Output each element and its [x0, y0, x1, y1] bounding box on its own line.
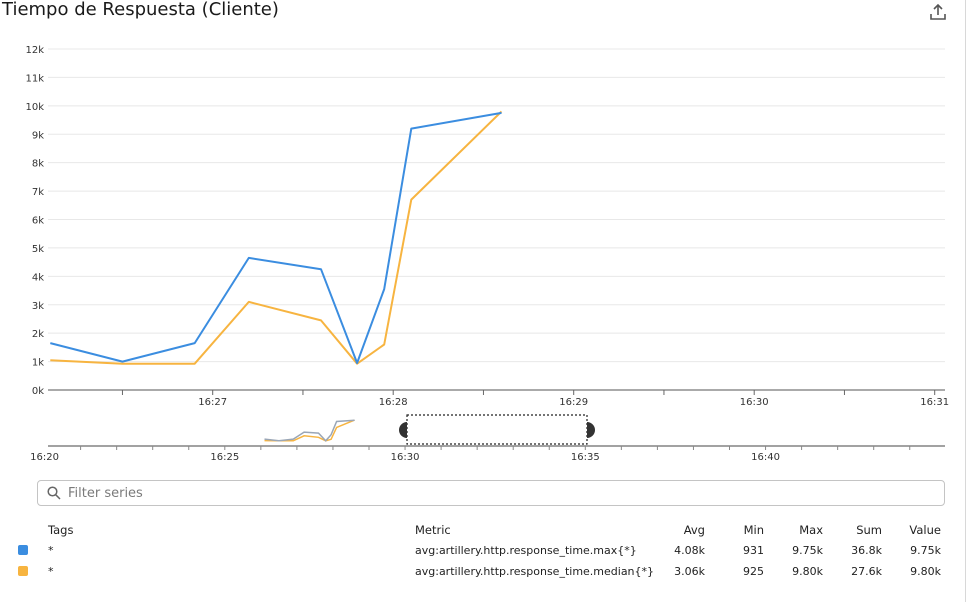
row-max: 9.80k	[792, 565, 823, 578]
col-header-max[interactable]: Max	[799, 523, 823, 537]
col-header-metric[interactable]: Metric	[415, 523, 451, 537]
navigator-selection	[406, 414, 588, 445]
x-tick-label: 16:28	[379, 397, 408, 408]
navigator-tick-label: 16:40	[751, 452, 780, 463]
col-header-tags[interactable]: Tags	[48, 523, 74, 537]
row-tags: *	[48, 565, 54, 578]
navigator-tick-label: 16:25	[210, 452, 239, 463]
filter-series-input[interactable]	[68, 484, 928, 502]
row-tags: *	[48, 544, 54, 557]
row-avg: 3.06k	[674, 565, 705, 578]
y-tick-label: 7k	[32, 187, 44, 198]
row-value: 9.80k	[910, 565, 941, 578]
series-color-swatch	[18, 566, 28, 576]
y-tick-label: 2k	[32, 329, 44, 340]
response-time-chart: 0k 1k 2k 3k 4k 5k 6k 7k 8k 9k 10k 11k 12k 16:27 16:28…	[25, 45, 949, 463]
row-sum: 27.6k	[851, 565, 882, 578]
export-icon[interactable]	[928, 2, 948, 22]
panel-divider	[965, 0, 966, 602]
y-tick-label: 5k	[32, 244, 44, 255]
x-tick-label: 16:29	[559, 397, 588, 408]
col-header-avg[interactable]: Avg	[683, 523, 705, 537]
y-tick-label: 8k	[32, 159, 44, 170]
series-line	[50, 110, 503, 365]
row-metric: avg:artillery.http.response_time.max{*}	[415, 544, 637, 557]
search-icon	[47, 486, 61, 500]
y-tick-label: 9k	[32, 130, 44, 141]
x-tick-label: 16:31	[920, 397, 949, 408]
series-color-swatch	[18, 545, 28, 555]
widget-title: Tiempo de Respuesta (Cliente)	[2, 0, 279, 20]
x-tick-label: 16:27	[198, 397, 227, 408]
y-tick-label: 10k	[25, 102, 44, 113]
navigator-series-line	[264, 419, 355, 442]
col-header-value[interactable]: Value	[909, 523, 941, 537]
navigator-tick-label: 16:30	[391, 452, 420, 463]
navigator-series-line	[264, 419, 355, 442]
row-min: 925	[743, 565, 764, 578]
legend-row[interactable]: * avg:artillery.http.response_time.media…	[0, 562, 965, 582]
y-tick-label: 6k	[32, 216, 44, 227]
y-tick-label: 12k	[25, 45, 44, 56]
x-tick-label: 16:30	[740, 397, 769, 408]
navigator-tick-label: 16:35	[571, 452, 600, 463]
col-header-sum[interactable]: Sum	[856, 523, 882, 537]
y-tick-label: 0k	[32, 386, 44, 397]
navigator-handle-right[interactable]	[587, 422, 595, 438]
col-header-min[interactable]: Min	[743, 523, 764, 537]
navigator-tick-label: 16:20	[30, 452, 59, 463]
y-tick-label: 4k	[32, 272, 44, 283]
y-tick-label: 1k	[32, 358, 44, 369]
row-max: 9.75k	[792, 544, 823, 557]
row-min: 931	[743, 544, 764, 557]
row-value: 9.75k	[910, 544, 941, 557]
y-tick-label: 11k	[25, 73, 44, 84]
y-tick-label: 3k	[32, 301, 44, 312]
filter-series-field[interactable]	[37, 480, 945, 506]
navigator-handle-left[interactable]	[399, 422, 407, 438]
row-avg: 4.08k	[674, 544, 705, 557]
legend-row[interactable]: * avg:artillery.http.response_time.max{*…	[0, 541, 965, 561]
row-sum: 36.8k	[851, 544, 882, 557]
row-metric: avg:artillery.http.response_time.median{…	[415, 565, 655, 578]
series-line	[50, 111, 502, 364]
